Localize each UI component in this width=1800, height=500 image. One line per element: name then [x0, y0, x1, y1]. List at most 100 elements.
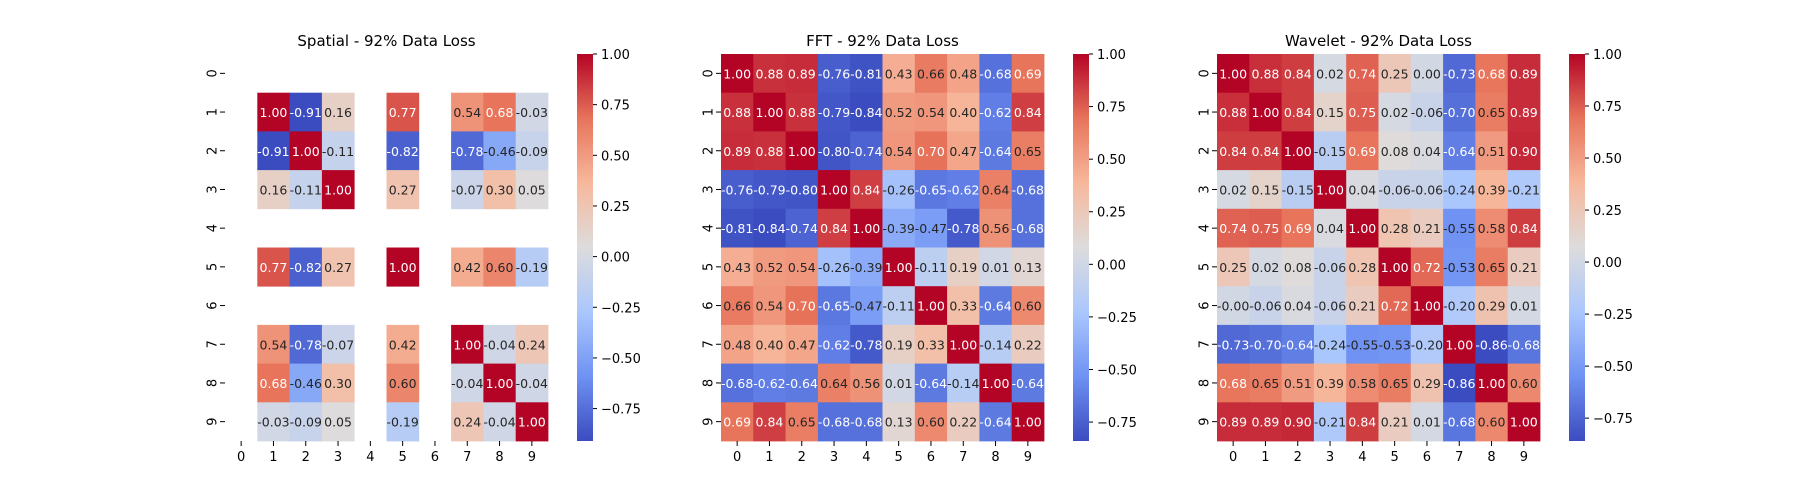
heatmap-cell	[1443, 54, 1476, 94]
cell-value-label: 0.88	[1252, 66, 1280, 81]
heatmap-cell	[947, 208, 980, 248]
cell-value-label: -0.11	[915, 260, 947, 275]
colorbar-tick-label: −0.50	[1097, 363, 1137, 378]
cell-value-label: -0.47	[915, 221, 947, 236]
heatmap-cell	[753, 54, 786, 94]
cell-value-label: -0.68	[1443, 415, 1475, 430]
heatmap-cell	[1346, 324, 1379, 364]
cell-value-label: 0.88	[1219, 105, 1247, 120]
y-tick-label: 7	[1198, 340, 1213, 348]
heatmap-cell	[1011, 92, 1045, 132]
cell-value-label: -0.70	[1443, 105, 1475, 120]
cell-value-label: 0.65	[1478, 260, 1506, 275]
heatmap-cell	[1378, 92, 1412, 132]
y-tick-label: 0	[206, 69, 221, 77]
cell-value-label: 1.00	[453, 337, 481, 352]
cell-value-label: 0.65	[1381, 376, 1409, 391]
heatmap-cell	[914, 170, 948, 210]
x-tick-label: 6	[927, 450, 935, 465]
cell-value-label: 0.00	[1413, 66, 1441, 81]
cell-value-label: 0.66	[917, 66, 945, 81]
heatmap-cell	[1346, 402, 1379, 442]
cell-value-label: -0.79	[753, 182, 785, 197]
cell-value-label: 0.68	[486, 105, 514, 120]
x-tick-label: 4	[862, 450, 870, 465]
cell-value-label: -0.74	[786, 221, 818, 236]
cell-value-label: 0.28	[1348, 260, 1376, 275]
y-tick-label: 3	[206, 185, 221, 193]
cell-value-label: 0.84	[852, 182, 880, 197]
cell-value-label: -0.55	[1443, 221, 1475, 236]
cell-value-label: 0.25	[1219, 260, 1247, 275]
heatmap-cell	[451, 247, 484, 287]
cell-value-label: -0.62	[818, 337, 850, 352]
heatmap-cell	[1507, 324, 1541, 364]
cell-value-label: 0.69	[1284, 221, 1312, 236]
cell-value-label: 0.04	[1348, 182, 1376, 197]
colorbar-tick-label: 0.25	[1593, 204, 1622, 219]
cell-value-label: 0.60	[1478, 415, 1506, 430]
cell-value-label: 0.08	[1284, 260, 1312, 275]
cell-value-label: -0.62	[947, 182, 979, 197]
heatmap-cell	[914, 286, 948, 326]
colorbar	[1569, 54, 1585, 441]
cell-value-label: 0.54	[885, 144, 913, 159]
heatmap-cell	[785, 324, 819, 364]
cell-value-label: 1.00	[982, 376, 1010, 391]
cell-value-label: -0.11	[290, 182, 322, 197]
heatmap-cell	[753, 92, 786, 132]
y-tick-label: 2	[1198, 147, 1213, 155]
heatmap-cell	[914, 208, 948, 248]
cell-value-label: 1.00	[1381, 260, 1409, 275]
heatmap-cell	[1217, 54, 1250, 94]
heatmap-cell	[451, 170, 484, 210]
heatmap-cell	[1443, 247, 1476, 287]
cell-value-label: -0.24	[1443, 182, 1475, 197]
cell-value-label: 0.88	[756, 66, 784, 81]
heatmap-cell	[1507, 402, 1541, 442]
heatmap-cell	[1475, 363, 1509, 403]
heatmap-cell	[721, 131, 754, 171]
cell-value-label: -0.46	[290, 376, 322, 391]
cell-value-label: -0.80	[786, 182, 818, 197]
heatmap-cell	[753, 286, 786, 326]
heatmap-cell	[1346, 286, 1379, 326]
y-tick-label: 2	[206, 147, 221, 155]
chart-title: Spatial - 92% Data Loss	[297, 32, 475, 50]
y-tick-label: 8	[206, 379, 221, 387]
heatmap-cell	[850, 247, 883, 287]
x-tick-label: 1	[765, 450, 773, 465]
heatmap-cell	[1217, 131, 1250, 171]
cell-value-label: 0.69	[1348, 144, 1376, 159]
cell-value-label: 0.72	[1413, 260, 1441, 275]
cell-value-label: 1.00	[1413, 299, 1441, 314]
cell-value-label: -0.81	[850, 66, 882, 81]
cell-value-label: 1.00	[723, 66, 751, 81]
heatmap-cell	[1475, 208, 1509, 248]
heatmap-cell	[850, 363, 883, 403]
colorbar-tick-label: −0.25	[601, 301, 641, 316]
cell-value-label: 0.39	[1478, 182, 1506, 197]
heatmap-cell	[721, 54, 754, 94]
cell-value-label: 0.08	[1381, 144, 1409, 159]
cell-value-label: 0.15	[1316, 105, 1344, 120]
cell-value-label: -0.82	[290, 260, 322, 275]
heatmap-cell	[850, 170, 883, 210]
cell-value-label: -0.06	[1378, 182, 1410, 197]
cell-value-label: 0.89	[788, 66, 816, 81]
cell-value-label: -0.68	[1012, 221, 1044, 236]
cell-value-label: -0.68	[818, 415, 850, 430]
cell-value-label: -0.26	[818, 260, 850, 275]
heatmap-cell	[1011, 208, 1045, 248]
cell-value-label: -0.76	[721, 182, 753, 197]
heatmap-cell	[257, 170, 290, 210]
cell-value-label: 0.13	[1014, 260, 1042, 275]
cell-value-label: 0.60	[389, 376, 417, 391]
cell-value-label: -0.11	[322, 144, 354, 159]
cell-value-label: 0.24	[453, 415, 481, 430]
heatmap-cell	[721, 170, 754, 210]
cell-value-label: -0.06	[1249, 299, 1281, 314]
heatmap-cell	[817, 208, 851, 248]
